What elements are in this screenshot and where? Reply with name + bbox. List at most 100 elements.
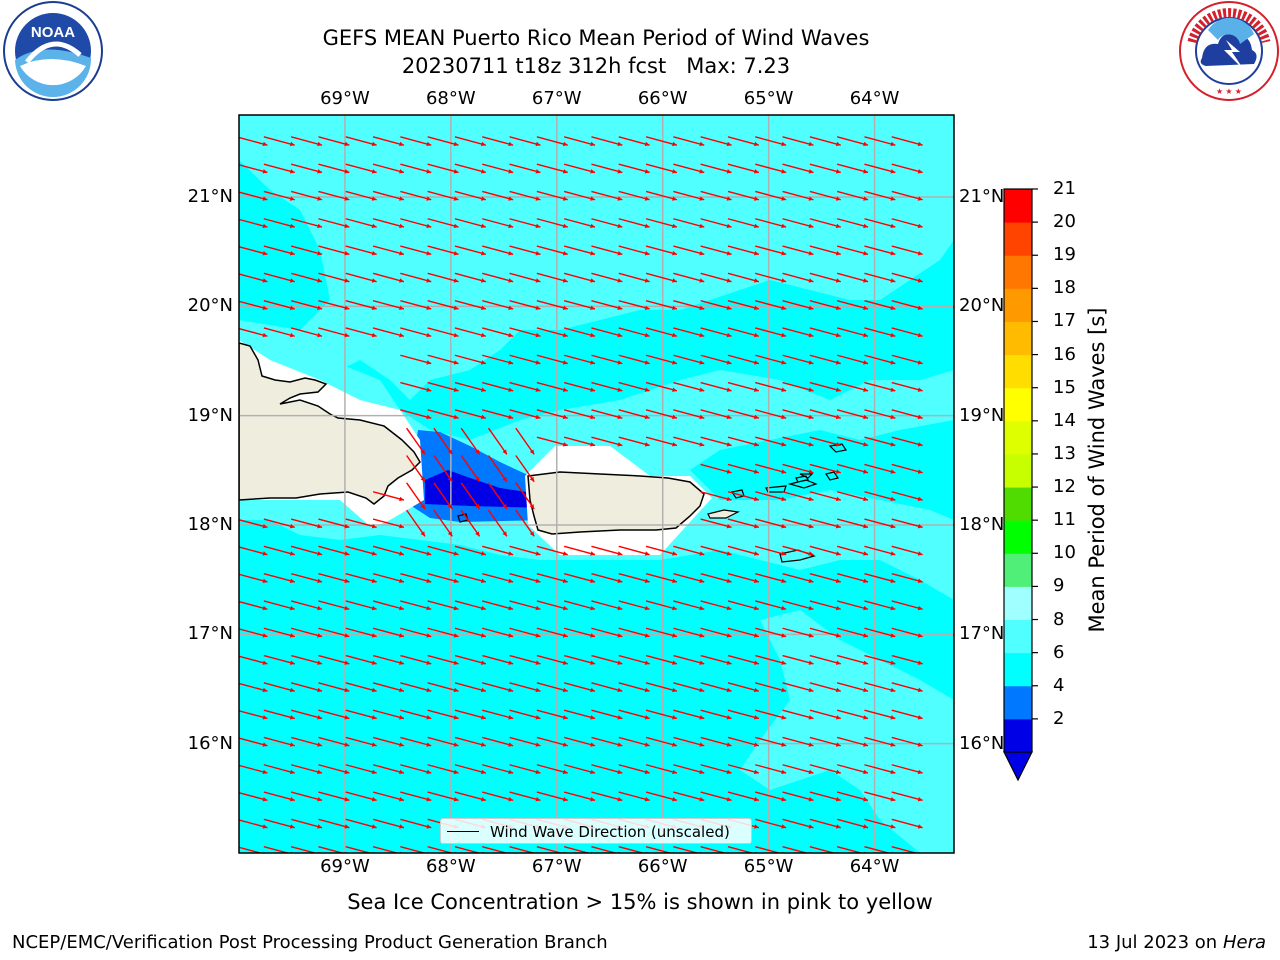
wind-wave-arrowhead [480, 414, 486, 420]
wind-wave-arrowhead [890, 660, 896, 665]
wind-wave-arrow [290, 299, 323, 310]
wind-wave-arrowhead [890, 278, 896, 283]
wind-wave-arrow [727, 381, 760, 392]
colorbar-segment [1004, 387, 1032, 422]
wind-wave-arrowhead [535, 687, 541, 693]
wind-wave-arrow [536, 218, 568, 228]
wind-wave-arrow [809, 627, 841, 638]
wind-wave-arrowhead [808, 578, 814, 583]
wind-wave-arrowhead [508, 278, 514, 283]
wind-wave-arrow [427, 299, 459, 310]
wind-wave-arrowhead [699, 796, 705, 802]
wind-wave-arrowhead [420, 531, 425, 537]
wind-wave-arrowhead [562, 250, 568, 256]
wind-wave-arrow [727, 545, 760, 556]
wind-wave-arrowhead [781, 796, 787, 802]
wind-wave-arrowhead [562, 551, 568, 556]
wind-wave-arrowhead [835, 796, 841, 802]
wind-wave-arrow [673, 272, 705, 283]
wind-wave-arrow [836, 491, 869, 501]
wind-wave-arrow [700, 354, 732, 365]
colorbar-tick-label: 15 [1053, 376, 1076, 398]
wind-wave-arrow [406, 482, 426, 510]
wind-wave-arrow [345, 190, 377, 201]
wind-wave-arrowhead [808, 469, 814, 474]
wind-wave-arrowhead [699, 660, 705, 665]
wind-wave-arrow [700, 463, 732, 474]
wind-wave-arrow [454, 163, 487, 174]
wind-wave-arrowhead [808, 442, 814, 447]
wind-wave-arrowhead [917, 196, 923, 201]
wind-wave-arrowhead [447, 504, 453, 510]
wind-wave-arrow [563, 572, 596, 583]
wind-wave-arrowhead [753, 523, 759, 529]
wind-wave-arrowhead [672, 250, 677, 256]
wind-wave-arrow [263, 327, 295, 337]
wind-wave-arrowhead [420, 504, 425, 510]
wind-wave-arrow [563, 381, 596, 392]
wind-wave-arrowhead [502, 449, 507, 455]
wind-wave-arrow [836, 654, 869, 665]
wind-wave-arrow [318, 818, 350, 829]
wind-wave-arrowhead [617, 332, 623, 338]
wind-wave-arrow [864, 409, 896, 419]
wind-wave-arrow [454, 736, 487, 747]
wind-wave-arrow [454, 572, 487, 583]
wind-wave-arrow [290, 709, 323, 720]
wind-wave-arrow [673, 600, 705, 610]
wind-wave-arrow [591, 218, 623, 228]
wind-wave-arrow [454, 627, 487, 638]
wind-wave-arrowhead [863, 169, 869, 174]
colorbar-segment [1004, 354, 1032, 389]
wind-wave-arrowhead [890, 414, 896, 420]
wind-wave-arrow [864, 327, 896, 337]
wind-wave-arrow [782, 791, 814, 802]
wind-wave-arrow [482, 354, 514, 365]
wind-wave-arrowhead [835, 469, 841, 474]
wind-wave-arrowhead [535, 360, 541, 365]
wind-wave-arrow [591, 436, 623, 447]
wind-wave-arrowhead [644, 660, 650, 665]
wind-wave-arrowhead [808, 633, 814, 638]
wind-wave-arrow [563, 299, 596, 310]
wind-wave-arrowhead [475, 531, 480, 537]
wind-wave-arrow [290, 654, 323, 665]
wind-wave-arrowhead [289, 633, 295, 638]
wind-wave-arrow [700, 409, 732, 419]
wind-wave-arrowhead [590, 278, 596, 283]
wind-wave-arrowhead [917, 523, 923, 529]
wind-wave-arrow [536, 654, 568, 665]
wind-wave-arrowhead [535, 551, 541, 556]
wind-wave-arrowhead [480, 223, 486, 229]
wind-wave-arrowhead [508, 169, 514, 174]
wind-wave-arrow [400, 845, 427, 853]
wind-wave-arrow [727, 245, 760, 256]
wind-wave-arrow [318, 709, 350, 720]
wind-wave-arrow [755, 136, 787, 146]
wind-wave-arrow [454, 791, 487, 802]
wind-wave-arrowhead [753, 442, 759, 447]
wind-wave-arrowhead [699, 715, 705, 720]
wind-wave-arrowhead [371, 605, 377, 611]
colorbar-tick-label: 14 [1053, 409, 1076, 431]
wind-wave-arrow [345, 572, 377, 583]
wind-wave-arrowhead [289, 605, 295, 611]
tick-left-label: 18°N [187, 514, 233, 535]
land-hispaniola [239, 342, 421, 505]
wind-wave-arrowhead [672, 305, 677, 310]
wind-wave-arrowhead [890, 824, 896, 829]
wind-wave-arrowhead [917, 578, 923, 583]
wind-wave-arrowhead [726, 196, 732, 201]
wind-wave-arrowhead [502, 531, 507, 537]
wind-wave-arrowhead [508, 551, 514, 556]
wind-wave-arrow [700, 545, 732, 556]
wind-wave-arrow [563, 136, 596, 146]
wind-wave-arrow [755, 491, 787, 501]
period-fill-8-9-north [239, 115, 954, 400]
colorbar-tick-label: 2 [1053, 707, 1065, 729]
wind-wave-arrow [836, 163, 869, 174]
wind-wave-arrow [460, 455, 481, 483]
wind-wave-arrowhead [753, 250, 759, 256]
wind-wave-arrow [460, 482, 481, 510]
wind-wave-arrowhead [426, 196, 432, 201]
